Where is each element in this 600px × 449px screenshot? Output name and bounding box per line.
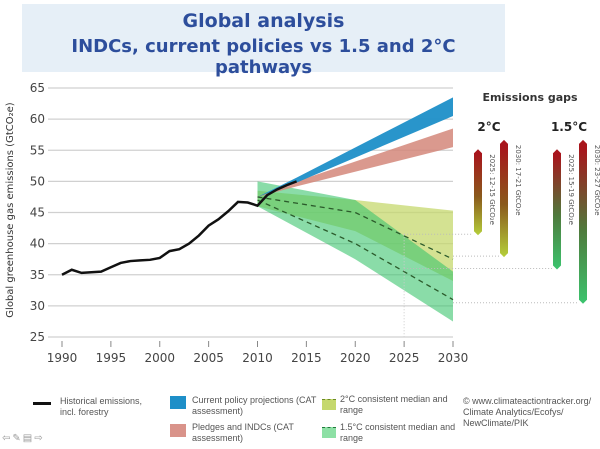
band-1_5c_range [257, 181, 453, 322]
slide-nav: ⇦ ✎ ▤ ⇨ [2, 433, 43, 444]
x-tick-label: 2030 [438, 351, 469, 365]
legend-historical: Historical emissions, incl. forestry [60, 396, 143, 417]
gap-bar [500, 139, 508, 258]
y-tick-label: 50 [30, 174, 45, 188]
y-tick-label: 30 [30, 299, 45, 313]
y-tick-label: 55 [30, 143, 45, 157]
legend-2c: 2°C consistent median and range [340, 394, 448, 415]
x-tick-label: 2005 [193, 351, 224, 365]
historical-line [61, 180, 298, 276]
slide-icon[interactable]: ▤ [22, 433, 33, 444]
x-tick-label: 1995 [96, 351, 127, 365]
y-tick-label: 40 [30, 237, 45, 251]
x-tick-label: 2025 [389, 351, 420, 365]
gap-bar [579, 139, 587, 304]
x-tick-label: 2000 [144, 351, 175, 365]
legend-swatch-2c [322, 399, 336, 410]
gaps-title: Emissions gaps [482, 91, 578, 104]
y-tick-label: 65 [30, 81, 45, 95]
y-tick-label: 35 [30, 268, 45, 282]
legend-1-5c: 1.5°C consistent median and range [340, 422, 456, 443]
legend-swatch-1-5c [322, 427, 336, 438]
y-tick-label: 60 [30, 112, 45, 126]
x-tick-label: 1990 [47, 351, 78, 365]
title-line1: Global analysis [182, 10, 345, 32]
source-credit: © www.climateactiontracker.org/ Climate … [463, 396, 592, 428]
x-tick-label: 2015 [291, 351, 322, 365]
x-tick-label: 2020 [340, 351, 371, 365]
y-tick-label: 45 [30, 206, 45, 220]
next-arrow-icon[interactable]: ⇨ [34, 433, 43, 444]
legend-pledges: Pledges and INDCs (CAT assessment) [192, 422, 294, 443]
legend-swatch-historical [33, 402, 51, 405]
median-1_5c_median [257, 199, 454, 301]
x-tick-label: 2010 [242, 351, 273, 365]
y-tick-label: 25 [30, 330, 45, 344]
prev-arrow-icon[interactable]: ⇦ [2, 433, 11, 444]
gap-group-label-1-5c: 1.5°C [551, 120, 587, 134]
gap-bar-label: 2030: 17-21 GtCO₂e [514, 145, 522, 216]
gap-bar-label: 2025: 15-19 GtCO₂e [567, 154, 575, 225]
gap-bar-label: 2025: 12-15 GtCO₂e [488, 154, 496, 225]
legend-current-policy: Current policy projections (CAT assessme… [192, 395, 317, 416]
title-box: Global analysis INDCs, current policies … [22, 4, 505, 78]
gap-bar [553, 149, 561, 270]
title-line2: INDCs, current policies vs 1.5 and 2°C p… [71, 36, 456, 78]
median-2c_median [257, 196, 454, 260]
band-pledges_indcs [257, 128, 453, 197]
legend-swatch-pledges [170, 424, 186, 437]
pencil-icon[interactable]: ✎ [12, 433, 21, 444]
gap-bar-label: 2030: 23-27 GtCO₂e [593, 145, 600, 216]
gap-group-label-2c: 2°C [477, 120, 500, 134]
legend-swatch-current-policy [170, 396, 186, 409]
y-axis-label: Global greenhouse gas emissions (GtCO₂e) [5, 102, 16, 317]
gap-bar [474, 149, 482, 236]
